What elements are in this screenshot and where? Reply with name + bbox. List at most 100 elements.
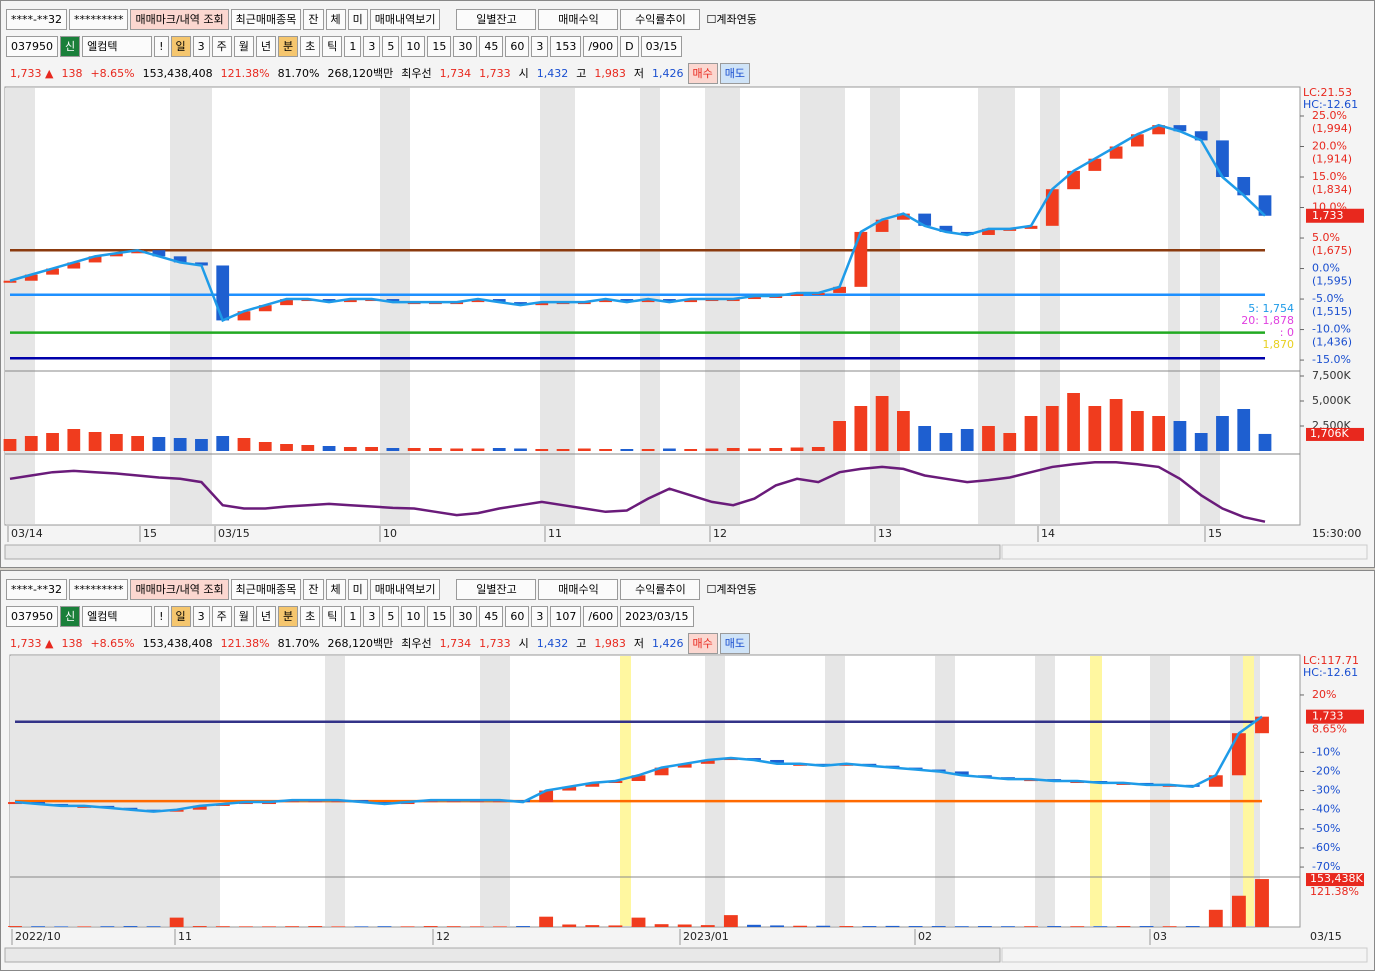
button[interactable]: 최근매매종목: [230, 579, 302, 600]
button[interactable]: 일별잔고: [456, 579, 537, 600]
info-text: 시: [518, 67, 529, 80]
candle: [173, 256, 187, 263]
button[interactable]: 주: [211, 36, 232, 57]
volume-bar: [46, 433, 59, 451]
button[interactable]: 초: [300, 36, 321, 57]
combo-box[interactable]: ****-**32: [6, 579, 67, 600]
button[interactable]: 매매수익: [538, 9, 619, 30]
volume-bar: [939, 433, 953, 451]
button[interactable]: 03/15: [640, 36, 683, 57]
button[interactable]: D: [620, 36, 639, 57]
button[interactable]: 월: [233, 36, 254, 57]
info-text: 1,733: [479, 637, 511, 650]
button[interactable]: 잔: [303, 9, 324, 30]
volume-bar: [811, 447, 825, 451]
button[interactable]: 미: [347, 9, 368, 30]
volume-bar: [31, 926, 46, 927]
button[interactable]: 3: [531, 606, 549, 627]
session-band: [870, 88, 900, 524]
button[interactable]: 분: [278, 36, 299, 57]
button[interactable]: 15: [427, 606, 452, 627]
button[interactable]: 45: [479, 36, 504, 57]
button[interactable]: 수익률추이: [620, 9, 701, 30]
combo-box[interactable]: ****-**32: [6, 9, 67, 30]
button[interactable]: 수익률추이: [620, 579, 701, 600]
button[interactable]: 5: [382, 606, 400, 627]
button[interactable]: 037950: [6, 606, 58, 627]
button[interactable]: 3: [531, 36, 549, 57]
button[interactable]: 일: [170, 36, 191, 57]
button[interactable]: !: [154, 606, 169, 627]
button[interactable]: 잔: [303, 579, 324, 600]
button[interactable]: 매매마크/내역 조회: [130, 579, 229, 600]
button[interactable]: 일: [170, 606, 191, 627]
button[interactable]: 일별잔고: [456, 9, 537, 30]
button[interactable]: 매매내역보기: [369, 9, 441, 30]
button[interactable]: 주: [211, 606, 232, 627]
volume-bar: [67, 429, 81, 451]
button[interactable]: 매수: [687, 633, 718, 654]
info-text: 268,120백만: [327, 67, 394, 80]
button[interactable]: 10: [401, 36, 426, 57]
button[interactable]: !: [154, 36, 169, 57]
button[interactable]: 45: [479, 606, 504, 627]
button[interactable]: /600: [583, 606, 619, 627]
button[interactable]: 60: [505, 36, 530, 57]
button[interactable]: 3: [192, 606, 210, 627]
button[interactable]: 2023/03/15: [620, 606, 694, 627]
button[interactable]: 초: [300, 606, 321, 627]
button[interactable]: 15: [427, 36, 452, 57]
button[interactable]: 매매수익: [538, 579, 619, 600]
combo-box[interactable]: *********: [68, 579, 129, 600]
info-text: 268,120백만: [327, 637, 394, 650]
button[interactable]: 10: [401, 606, 426, 627]
volume-bar: [285, 926, 300, 927]
button[interactable]: 매도: [719, 633, 750, 654]
toolbar-row: ****-**32 ********* 매매마크/내역 조회 최근매매종목 잔 체 미 매매내…: [6, 9, 763, 30]
button[interactable]: 최근매매종목: [230, 9, 302, 30]
button[interactable]: 신: [60, 606, 81, 627]
button[interactable]: 30: [453, 606, 478, 627]
volume-bar: [705, 448, 719, 451]
button[interactable]: 1: [344, 36, 362, 57]
volume-bar: [535, 449, 549, 451]
candle: [748, 295, 761, 300]
button[interactable]: 월: [233, 606, 254, 627]
button[interactable]: 30: [453, 36, 478, 57]
button[interactable]: 3: [192, 36, 210, 57]
x-end-label: 03/15: [1310, 930, 1342, 943]
button[interactable]: 엘컴텍: [82, 36, 153, 57]
combo-box[interactable]: *********: [68, 9, 129, 30]
volume-bar: [146, 926, 161, 927]
x-tick-label: 11: [548, 527, 562, 540]
button[interactable]: 153: [550, 36, 582, 57]
volume-bar: [192, 926, 207, 927]
button[interactable]: 매매내역보기: [369, 579, 441, 600]
button[interactable]: 틱: [322, 36, 343, 57]
button[interactable]: 60: [505, 606, 530, 627]
button[interactable]: 107: [550, 606, 582, 627]
button[interactable]: 매수: [687, 63, 718, 84]
button[interactable]: 1: [344, 606, 362, 627]
info-text: 1,432: [536, 67, 569, 80]
checkbox[interactable]: ☐계좌연동: [706, 583, 757, 596]
button[interactable]: 틱: [322, 606, 343, 627]
button[interactable]: 매매마크/내역 조회: [130, 9, 229, 30]
button[interactable]: 년: [255, 36, 277, 57]
y-tick-label: 0.0%: [1312, 262, 1340, 275]
session-band: [480, 656, 510, 926]
button[interactable]: 3: [363, 606, 381, 627]
button[interactable]: 3: [363, 36, 381, 57]
button[interactable]: 년: [255, 606, 277, 627]
button[interactable]: /900: [583, 36, 619, 57]
button[interactable]: 분: [278, 606, 299, 627]
button[interactable]: 체: [325, 9, 346, 30]
button[interactable]: 신: [60, 36, 81, 57]
button[interactable]: 5: [382, 36, 400, 57]
button[interactable]: 미: [347, 579, 368, 600]
button[interactable]: 매도: [719, 63, 750, 84]
button[interactable]: 엘컴텍: [82, 606, 153, 627]
checkbox[interactable]: ☐계좌연동: [706, 13, 757, 26]
button[interactable]: 체: [325, 579, 346, 600]
button[interactable]: 037950: [6, 36, 58, 57]
